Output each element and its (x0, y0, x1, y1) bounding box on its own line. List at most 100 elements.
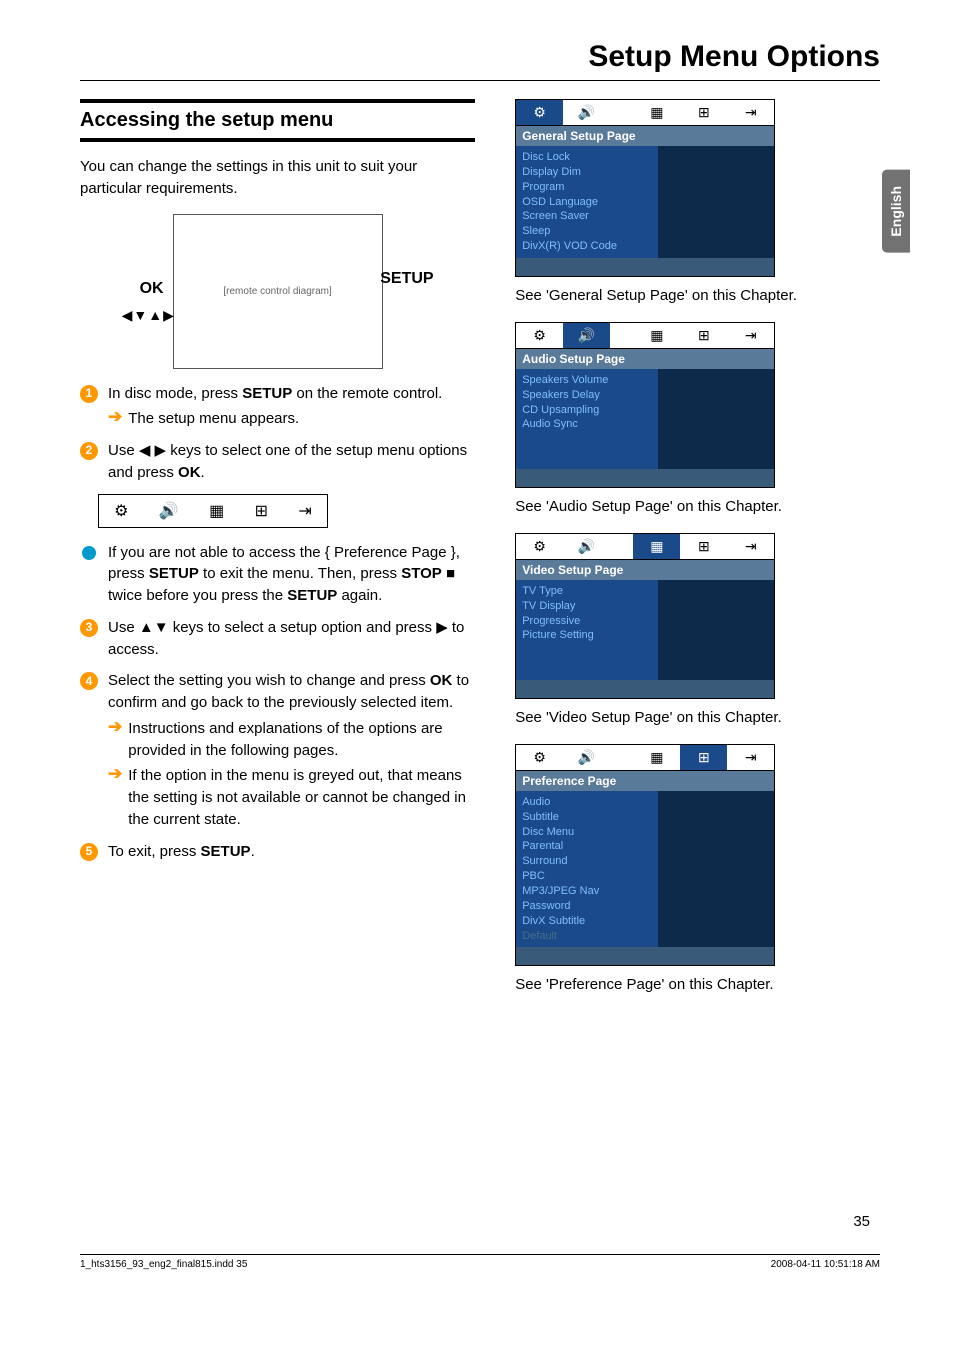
menu-item: Sleep (522, 224, 652, 239)
menu-tab-0: ⚙ (516, 534, 563, 560)
bullet-text: If you are not able to access the { Pref… (108, 544, 460, 605)
menu-title: General Setup Page (516, 126, 774, 146)
step-1-sub: The setup menu appears. (128, 408, 299, 430)
menu-tab-0: ⚙ (516, 745, 563, 771)
menu-item: DivX(R) VOD Code (522, 239, 652, 254)
menu-caption-audio: See 'Audio Setup Page' on this Chapter. (515, 498, 880, 515)
grid-icon: ⊞ (255, 501, 268, 521)
menu-item-disabled: Default (522, 929, 652, 944)
arrow-icon: ➔ (108, 718, 122, 762)
settings-icon: ⚙ (114, 501, 128, 521)
language-tab-english: English (882, 170, 910, 253)
menu-item: CD Upsampling (522, 403, 652, 418)
menu-item: Disc Lock (522, 150, 652, 165)
menu-item: Program (522, 180, 652, 195)
page-number: 35 (853, 1213, 870, 1230)
menu-tab-2: ▦ (633, 323, 680, 349)
footer: 1_hts3156_93_eng2_final815.indd 35 2008-… (80, 1254, 880, 1270)
menu-caption-video: See 'Video Setup Page' on this Chapter. (515, 709, 880, 726)
arrow-icon: ➔ (108, 765, 122, 830)
menu-icon-row: ⚙ 🔊 ▦ ⊞ ⇥ (98, 494, 328, 528)
menu-title: Preference Page (516, 771, 774, 791)
step-4: 4 Select the setting you wish to change … (80, 670, 475, 830)
menu-tab-4: ⇥ (727, 100, 774, 126)
remote-diagram: [remote control diagram] OK SETUP ◀▼▲▶ (173, 214, 383, 369)
step-2: 2 Use ◀ ▶ keys to select one of the setu… (80, 440, 475, 484)
footer-right: 2008-04-11 10:51:18 AM (771, 1259, 880, 1270)
label-arrows: ◀▼▲▶ (122, 307, 175, 324)
menu-title: Audio Setup Page (516, 349, 774, 369)
step-badge-3: 3 (80, 619, 98, 637)
menu-item: TV Display (522, 599, 652, 614)
menu-item: Audio Sync (522, 417, 652, 432)
menu-tab-3: ⊞ (680, 100, 727, 126)
menu-tab-3: ⊞ (680, 745, 727, 771)
bullet-note: If you are not able to access the { Pref… (80, 542, 475, 607)
bullet-dot (82, 546, 96, 560)
menu-tab-4: ⇥ (727, 323, 774, 349)
menu-tab-1: 🔊 (563, 534, 610, 560)
menu-item: Speakers Delay (522, 388, 652, 403)
video-icon: ▦ (209, 501, 224, 521)
menu-tab-1: 🔊 (563, 745, 610, 771)
step-badge-2: 2 (80, 442, 98, 460)
menu-tab-3: ⊞ (680, 323, 727, 349)
step-badge-4: 4 (80, 672, 98, 690)
menu-item: OSD Language (522, 195, 652, 210)
menu-item: Password (522, 899, 652, 914)
menu-item: Audio (522, 795, 652, 810)
step-4-text: Select the setting you wish to change an… (108, 672, 469, 711)
label-setup: SETUP (380, 270, 433, 288)
menu-item: Parental (522, 839, 652, 854)
intro-text: You can change the settings in this unit… (80, 156, 475, 200)
menu-tab-1: 🔊 (563, 323, 610, 349)
step-5: 5 To exit, press SETUP. (80, 841, 475, 863)
step-badge-5: 5 (80, 843, 98, 861)
menu-title: Video Setup Page (516, 560, 774, 580)
menu-item: Speakers Volume (522, 373, 652, 388)
step-3-text: Use ▲▼ keys to select a setup option and… (108, 619, 464, 658)
menu-general: ⚙🔊 ▦⊞⇥ General Setup Page Disc LockDispla… (515, 99, 775, 277)
menu-tab-2: ▦ (633, 745, 680, 771)
menu-video: ⚙🔊 ▦⊞⇥ Video Setup Page TV TypeTV Display… (515, 533, 775, 699)
step-4-sub2: If the option in the menu is greyed out,… (128, 765, 475, 830)
page-title: Setup Menu Options (80, 40, 880, 81)
step-5-text: To exit, press SETUP. (108, 843, 255, 860)
menu-audio: ⚙🔊 ▦⊞⇥ Audio Setup Page Speakers VolumeSp… (515, 322, 775, 488)
menu-tab-0: ⚙ (516, 100, 563, 126)
menu-caption-general: See 'General Setup Page' on this Chapter… (515, 287, 880, 304)
menu-item: TV Type (522, 584, 652, 599)
menu-tab-1: 🔊 (563, 100, 610, 126)
label-ok: OK (140, 280, 164, 298)
step-1: 1 In disc mode, press SETUP on the remot… (80, 383, 475, 431)
menu-tab-4: ⇥ (727, 745, 774, 771)
step-2-text: Use ◀ ▶ keys to select one of the setup … (108, 442, 467, 481)
menu-item: DivX Subtitle (522, 914, 652, 929)
speaker-icon: 🔊 (159, 501, 179, 521)
menu-tab-2: ▦ (633, 100, 680, 126)
menu-caption-preference: See 'Preference Page' on this Chapter. (515, 976, 880, 993)
menu-item: PBC (522, 869, 652, 884)
exit-icon: ⇥ (298, 501, 311, 521)
step-badge-1: 1 (80, 385, 98, 403)
step-1-text: In disc mode, press SETUP on the remote … (108, 385, 442, 402)
footer-left: 1_hts3156_93_eng2_final815.indd 35 (80, 1259, 247, 1270)
menu-item: MP3/JPEG Nav (522, 884, 652, 899)
menu-tab-3: ⊞ (680, 534, 727, 560)
menu-item: Surround (522, 854, 652, 869)
remote-placeholder: [remote control diagram] (223, 286, 331, 297)
arrow-icon: ➔ (108, 408, 122, 430)
menu-item: Picture Setting (522, 628, 652, 643)
menu-item: Disc Menu (522, 825, 652, 840)
step-3: 3 Use ▲▼ keys to select a setup option a… (80, 617, 475, 661)
menu-tab-0: ⚙ (516, 323, 563, 349)
menu-item: Progressive (522, 614, 652, 629)
menu-item: Subtitle (522, 810, 652, 825)
menu-item: Screen Saver (522, 209, 652, 224)
menu-preference: ⚙🔊 ▦⊞⇥ Preference Page AudioSubtitleDisc … (515, 744, 775, 966)
menu-tab-2: ▦ (633, 534, 680, 560)
section-heading: Accessing the setup menu (80, 99, 475, 142)
menu-tab-4: ⇥ (727, 534, 774, 560)
menu-item: Display Dim (522, 165, 652, 180)
step-4-sub1: Instructions and explanations of the opt… (128, 718, 475, 762)
